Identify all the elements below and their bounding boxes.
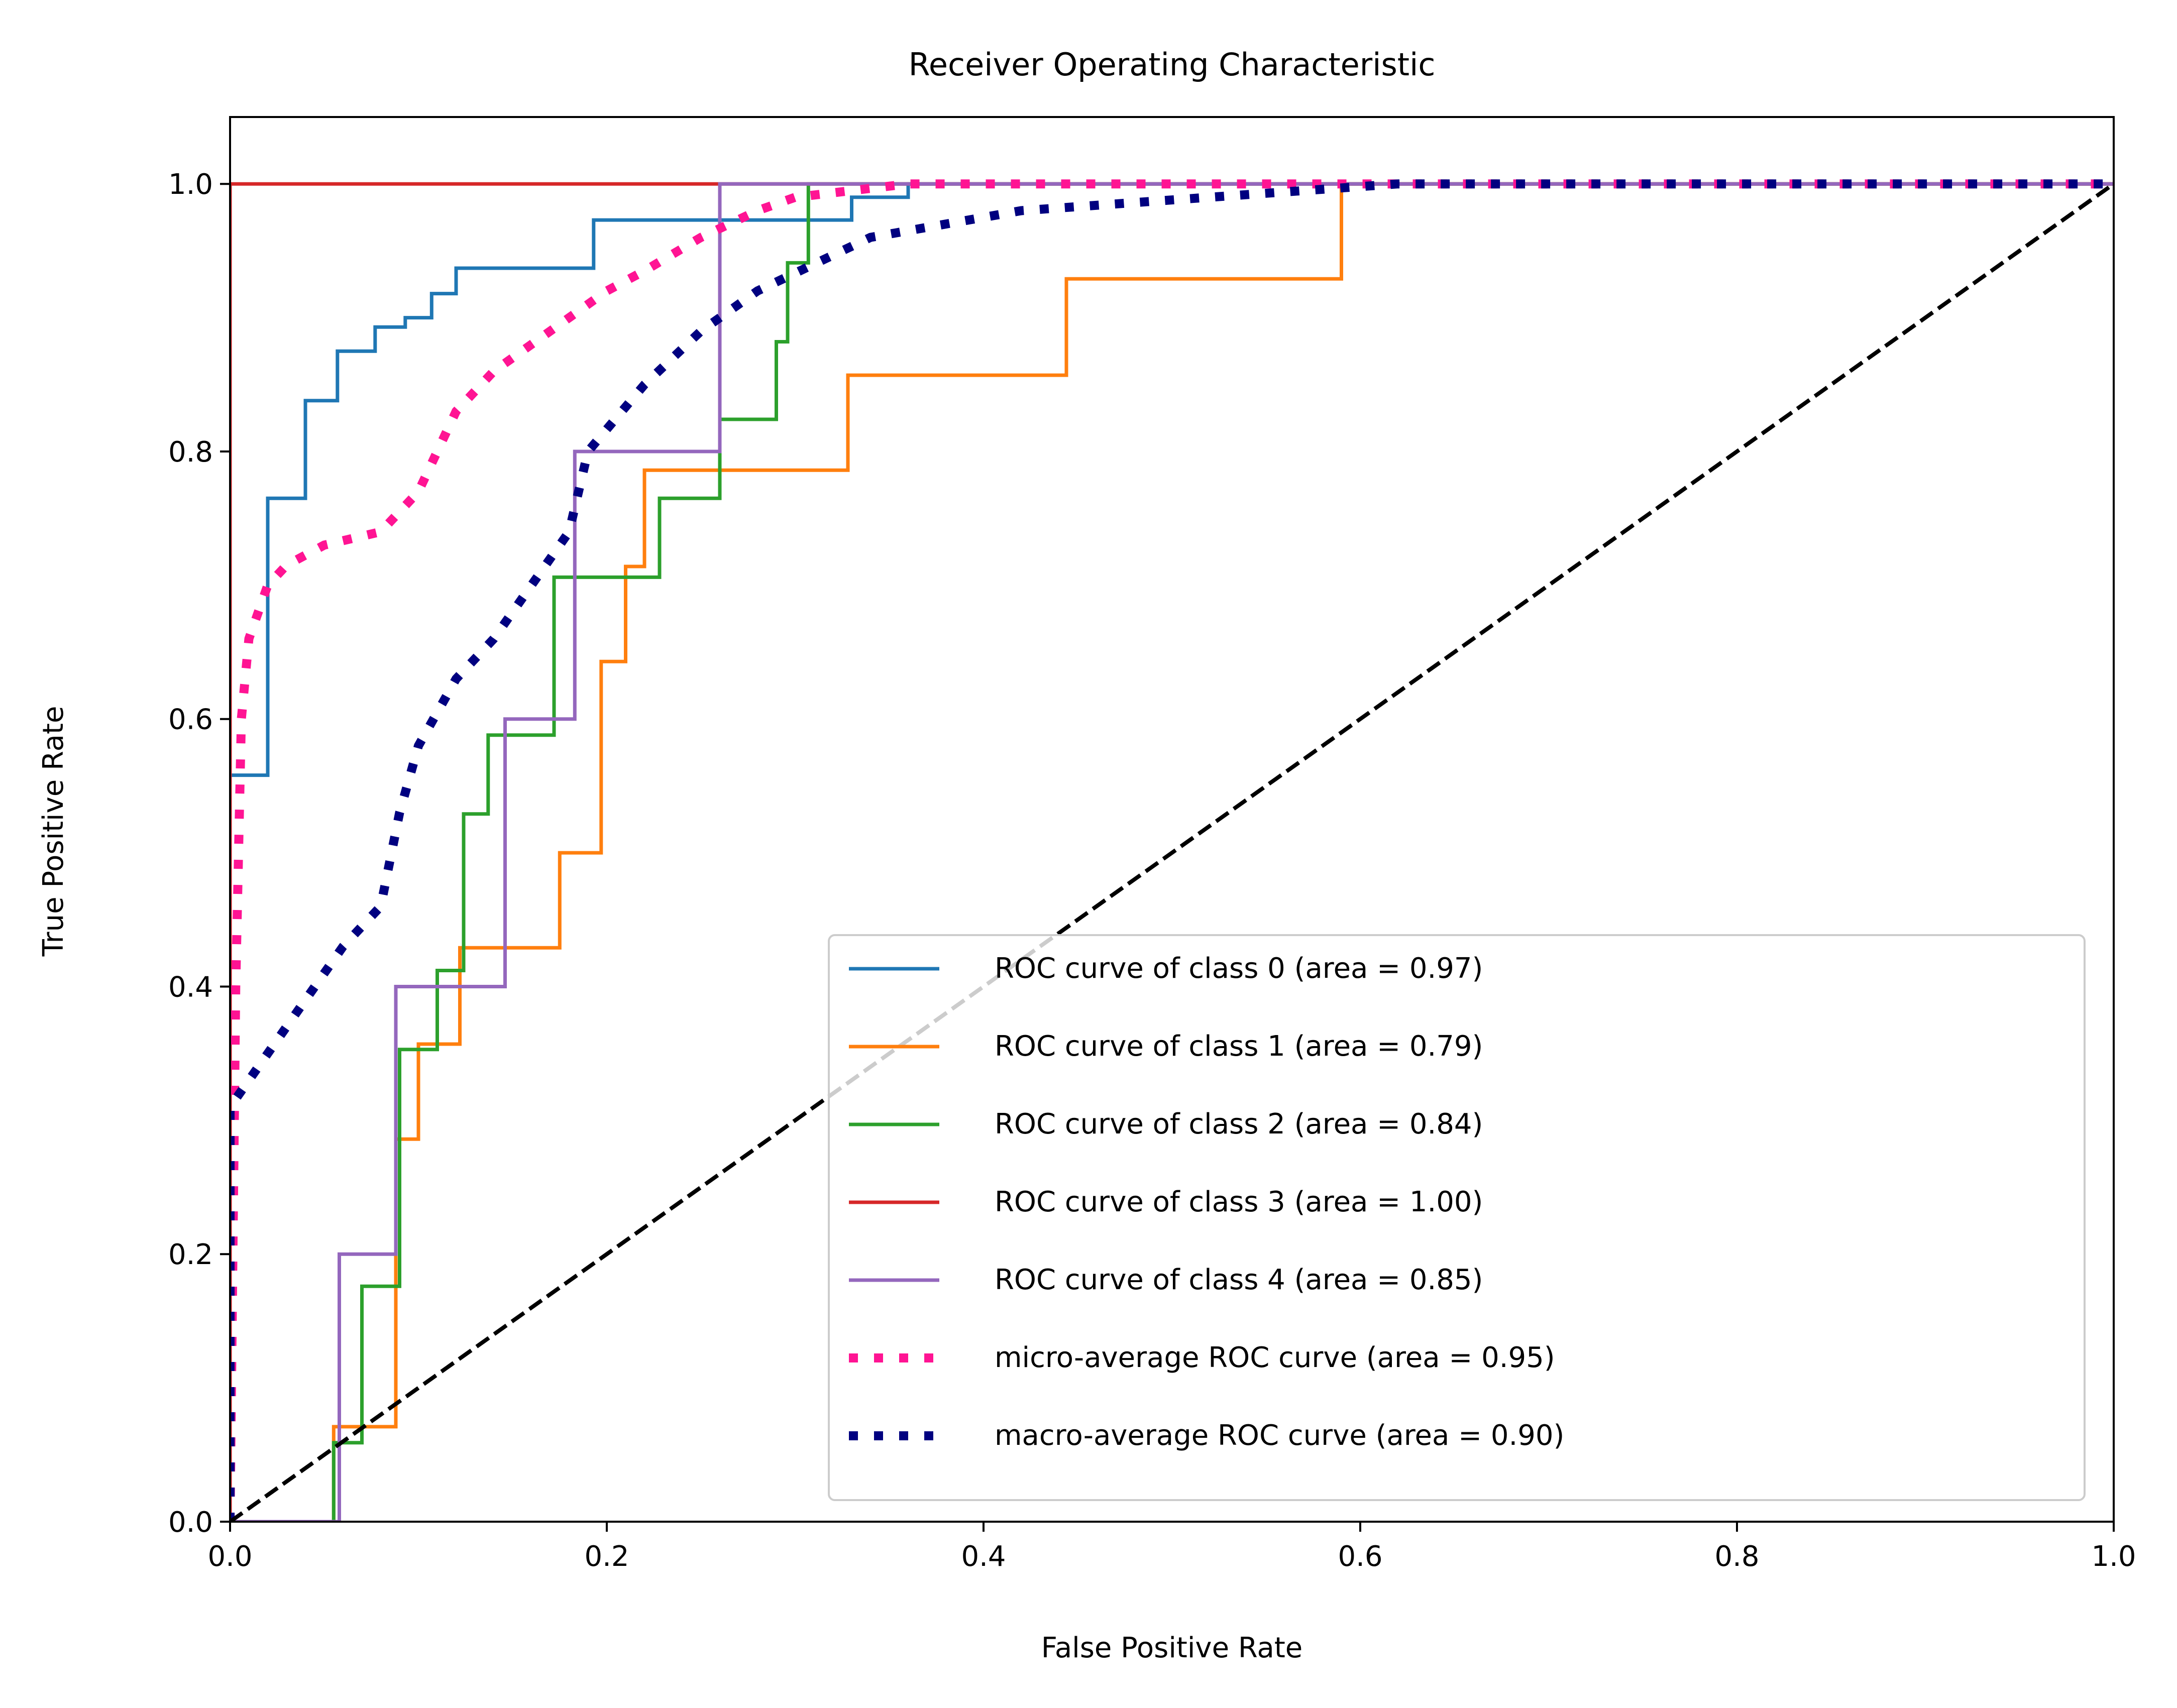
- legend-entry-label: micro-average ROC curve (area = 0.95): [995, 1341, 1555, 1374]
- y-tick-label: 0.2: [168, 1238, 213, 1271]
- y-tick-label: 0.6: [168, 704, 213, 736]
- axes: 0.0 0.2 0.4 0.6 0.8 1.0 0.0 0.2 0.4 0.6 0.8 1.0: [168, 116, 2136, 1573]
- x-tick-label: 0.0: [207, 1540, 252, 1573]
- chart-title: Receiver Operating Characteristic: [909, 46, 1436, 83]
- chance-diagonal-line: [230, 182, 2114, 1522]
- legend-entry-label: ROC curve of class 0 (area = 0.97): [995, 952, 1483, 985]
- x-tick-label: 0.4: [961, 1540, 1006, 1573]
- series-line-4: [230, 182, 2114, 1522]
- series-line-5: [230, 179, 2114, 1522]
- legend-entry-label: ROC curve of class 2 (area = 0.84): [995, 1108, 1483, 1141]
- x-tick-label: 0.2: [584, 1540, 629, 1573]
- series-line-2: [230, 182, 2114, 1522]
- legend-entry-label: ROC curve of class 3 (area = 1.00): [995, 1186, 1483, 1218]
- series-line-0: [230, 182, 2114, 1522]
- plot-area: [230, 179, 2114, 1522]
- legend: ROC curve of class 0 (area = 0.97) ROC cu…: [828, 934, 2086, 1501]
- plot-frame: [229, 116, 2115, 1523]
- x-tick-label: 1.0: [2091, 1540, 2136, 1573]
- y-tick-label: 0.4: [168, 971, 213, 1003]
- x-tick-label: 0.8: [1714, 1540, 1759, 1573]
- legend-entry-label: ROC curve of class 1 (area = 0.79): [995, 1030, 1483, 1063]
- legend-entry-label: macro-average ROC curve (area = 0.90): [995, 1419, 1564, 1452]
- legend-box: [828, 934, 2086, 1501]
- legend-entry-label: ROC curve of class 4 (area = 0.85): [995, 1264, 1483, 1296]
- y-axis-label: True Positive Rate: [37, 706, 70, 957]
- y-tick-label: 0.8: [168, 436, 213, 469]
- x-tick-label: 0.6: [1338, 1540, 1382, 1573]
- x-axis-label: False Positive Rate: [1041, 1632, 1302, 1664]
- y-tick-label: 1.0: [168, 168, 213, 201]
- y-tick-label: 0.0: [168, 1506, 213, 1539]
